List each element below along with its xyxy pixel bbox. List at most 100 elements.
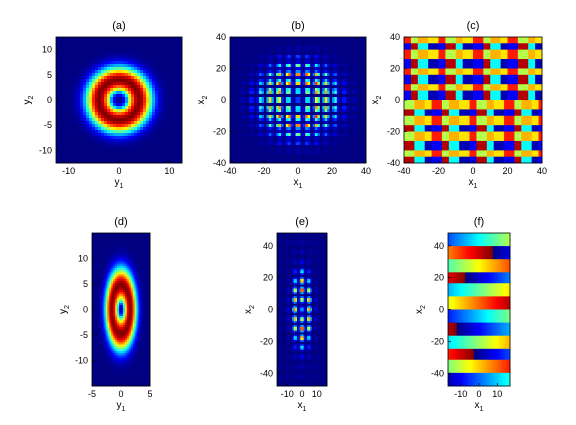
heatmap-cell bbox=[410, 62, 415, 66]
heatmap-cell bbox=[56, 121, 60, 125]
heatmap-cell bbox=[86, 73, 90, 77]
heatmap-cell bbox=[319, 46, 323, 50]
heatmap-cell bbox=[295, 55, 299, 59]
heatmap-cell bbox=[285, 46, 289, 50]
heatmap-cell bbox=[146, 148, 150, 152]
heatmap-cell bbox=[237, 61, 241, 65]
heatmap-cell bbox=[363, 112, 367, 116]
heatmap-cell bbox=[504, 71, 508, 76]
heatmap-cell bbox=[101, 151, 105, 155]
heatmap-cell bbox=[290, 73, 294, 77]
heatmap-cell bbox=[327, 106, 330, 110]
heatmap-cell bbox=[161, 148, 165, 152]
heatmap-cell bbox=[278, 157, 282, 161]
heatmap-cell bbox=[307, 79, 311, 83]
heatmap-cell bbox=[167, 145, 171, 149]
heatmap-cell bbox=[167, 79, 171, 83]
heatmap-cell bbox=[417, 84, 422, 88]
heatmap-cell bbox=[261, 127, 265, 131]
heatmap-cell bbox=[68, 40, 72, 44]
heatmap-cell bbox=[327, 70, 330, 74]
heatmap-cell bbox=[479, 100, 484, 104]
heatmap-cell bbox=[353, 148, 357, 152]
heatmap-cell bbox=[293, 55, 296, 59]
heatmap-cell bbox=[179, 112, 183, 116]
heatmap-cell bbox=[424, 62, 429, 66]
heatmap-cell bbox=[351, 49, 355, 53]
heatmap-cell bbox=[322, 61, 326, 65]
heatmap-cell bbox=[349, 115, 352, 119]
heatmap-cell bbox=[119, 61, 123, 65]
heatmap-cell bbox=[332, 133, 335, 137]
heatmap-cell bbox=[428, 77, 432, 82]
heatmap-cell bbox=[167, 91, 171, 95]
heatmap-cell bbox=[305, 133, 309, 137]
heatmap-cell bbox=[244, 142, 248, 146]
heatmap-cell bbox=[353, 124, 357, 128]
heatmap-cell bbox=[428, 49, 432, 54]
heatmap-cell bbox=[339, 88, 343, 92]
heatmap-cell bbox=[452, 81, 457, 85]
heatmap-cell bbox=[322, 82, 326, 86]
heatmap-cell bbox=[500, 100, 505, 104]
heatmap-cell bbox=[358, 97, 362, 101]
heatmap-cell bbox=[56, 157, 60, 161]
heatmap-cell bbox=[92, 136, 96, 140]
heatmap-cell bbox=[234, 55, 238, 59]
heatmap-cell bbox=[358, 127, 362, 131]
heatmap-cell bbox=[242, 61, 245, 65]
heatmap-cell bbox=[307, 109, 311, 113]
heatmap-cell bbox=[244, 46, 248, 50]
heatmap-cell bbox=[319, 94, 323, 98]
heatmap-cell bbox=[438, 46, 443, 50]
heatmap-cell bbox=[110, 79, 114, 83]
heatmap-cell bbox=[146, 37, 150, 41]
heatmap-cell bbox=[273, 58, 277, 62]
heatmap-cell bbox=[307, 55, 311, 59]
heatmap-cell bbox=[170, 55, 174, 59]
heatmap-cell bbox=[268, 154, 272, 158]
heatmap-cell bbox=[462, 62, 467, 66]
heatmap-cell bbox=[281, 127, 284, 131]
heatmap-cell bbox=[483, 84, 488, 88]
heatmap-cell bbox=[128, 58, 132, 62]
heatmap-cell bbox=[273, 73, 277, 77]
heatmap-cell bbox=[455, 77, 460, 82]
heatmap-cell bbox=[462, 96, 467, 101]
heatmap-cell bbox=[116, 76, 120, 80]
heatmap-cell bbox=[268, 37, 272, 41]
heatmap-cell bbox=[329, 160, 333, 164]
heatmap-cell bbox=[528, 55, 533, 60]
heatmap-cell bbox=[356, 148, 360, 152]
heatmap-cell bbox=[312, 103, 316, 107]
heatmap-cell bbox=[459, 87, 464, 91]
heatmap-cell bbox=[239, 46, 243, 50]
y-tick-label: -10 bbox=[39, 145, 52, 155]
heatmap-cell bbox=[351, 106, 355, 110]
heatmap-cell bbox=[176, 55, 180, 59]
heatmap-cell bbox=[92, 139, 96, 143]
heatmap-cell bbox=[155, 103, 159, 107]
heatmap-cell bbox=[358, 37, 362, 41]
heatmap-cell bbox=[531, 90, 536, 95]
heatmap-cell bbox=[140, 49, 144, 53]
heatmap-cell bbox=[230, 64, 233, 68]
heatmap-cell bbox=[327, 91, 330, 95]
heatmap-cell bbox=[266, 70, 270, 74]
heatmap-cell bbox=[351, 157, 355, 161]
heatmap-cell bbox=[346, 40, 350, 44]
heatmap-cell bbox=[310, 85, 313, 89]
heatmap-cell bbox=[134, 52, 138, 56]
heatmap-cell bbox=[113, 52, 117, 56]
heatmap-cell bbox=[285, 73, 289, 77]
heatmap-cell bbox=[283, 76, 287, 80]
heatmap-cell bbox=[89, 157, 93, 161]
heatmap-cell bbox=[273, 85, 277, 89]
heatmap-cell bbox=[407, 59, 412, 63]
heatmap-cell bbox=[86, 82, 90, 86]
heatmap-cell bbox=[353, 91, 357, 95]
heatmap-cell bbox=[349, 49, 352, 53]
heatmap-cell bbox=[86, 160, 90, 164]
heatmap-cell bbox=[336, 154, 340, 158]
heatmap-cell bbox=[324, 145, 328, 149]
